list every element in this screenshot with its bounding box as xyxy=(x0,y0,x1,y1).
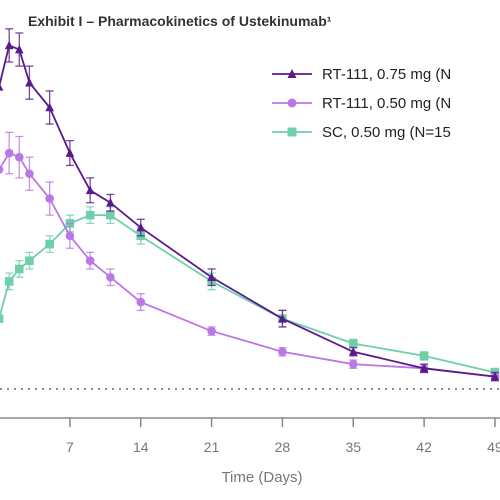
x-ticks: 7 14 21 28 35 42 49 xyxy=(66,418,500,455)
data-point-triangle xyxy=(106,197,115,207)
chart-title: Exhibit I – Pharmacokinetics of Ustekinu… xyxy=(28,13,332,29)
series-group xyxy=(0,206,500,378)
data-point-square xyxy=(0,314,4,323)
data-point-triangle xyxy=(136,222,146,232)
legend: RT-111, 0.75 mg (N RT-111, 0.50 mg (N SC, … xyxy=(272,66,451,141)
data-point-triangle xyxy=(287,69,297,78)
x-tick-label: 21 xyxy=(204,439,220,455)
data-point-triangle xyxy=(348,346,358,356)
x-tick-label: 28 xyxy=(275,439,291,455)
data-point-square xyxy=(85,210,95,220)
data-point-triangle xyxy=(207,272,216,282)
data-point-triangle xyxy=(25,77,34,87)
x-tick-label: 42 xyxy=(416,439,432,455)
data-point-square xyxy=(45,239,54,249)
legend-label: SC, 0.50 mg (N=15 xyxy=(322,124,451,141)
data-point-square xyxy=(15,264,24,274)
series-line xyxy=(0,214,496,374)
data-point-circle xyxy=(207,326,216,336)
legend-item: RT-111, 0.50 mg (N xyxy=(272,95,451,112)
data-point-circle xyxy=(106,272,115,282)
x-tick-label: 14 xyxy=(133,439,149,455)
series-group xyxy=(0,131,500,382)
data-point-triangle xyxy=(15,44,24,54)
series-line xyxy=(0,44,496,378)
plot-area xyxy=(0,28,500,382)
data-point-triangle xyxy=(45,102,54,112)
legend-item: SC, 0.50 mg (N=15 xyxy=(272,124,451,141)
data-point-square xyxy=(106,210,115,220)
data-point-triangle xyxy=(490,371,500,381)
data-point-triangle xyxy=(65,148,75,157)
data-point-triangle xyxy=(85,185,95,195)
data-point-square xyxy=(25,256,34,265)
data-point-square xyxy=(348,339,358,348)
data-point-circle xyxy=(45,194,54,203)
x-axis-label: Time (Days) xyxy=(221,469,302,486)
data-point-circle xyxy=(287,98,297,108)
data-point-triangle xyxy=(0,83,4,91)
data-point-circle xyxy=(136,297,146,307)
x-tick-label: 7 xyxy=(66,439,74,455)
data-point-square xyxy=(4,277,14,286)
data-point-circle xyxy=(14,152,24,162)
data-point-circle xyxy=(85,256,95,265)
data-point-circle xyxy=(65,231,75,241)
series-group xyxy=(0,28,500,382)
data-point-circle xyxy=(25,169,34,179)
data-point-triangle xyxy=(419,363,429,373)
data-point-circle xyxy=(0,165,4,174)
legend-item: RT-111, 0.75 mg (N xyxy=(272,66,451,83)
data-point-square xyxy=(287,127,297,137)
data-point-circle xyxy=(4,148,14,158)
x-tick-label: 49 xyxy=(487,439,500,455)
x-tick-label: 35 xyxy=(345,439,361,455)
series-line xyxy=(0,151,496,378)
legend-label: RT-111, 0.75 mg (N xyxy=(322,66,451,83)
data-point-triangle xyxy=(4,40,14,50)
data-point-triangle xyxy=(278,313,287,323)
data-point-circle xyxy=(348,359,358,369)
legend-label: RT-111, 0.50 mg (N xyxy=(322,95,451,112)
data-point-circle xyxy=(278,347,287,357)
data-point-square xyxy=(419,351,429,361)
